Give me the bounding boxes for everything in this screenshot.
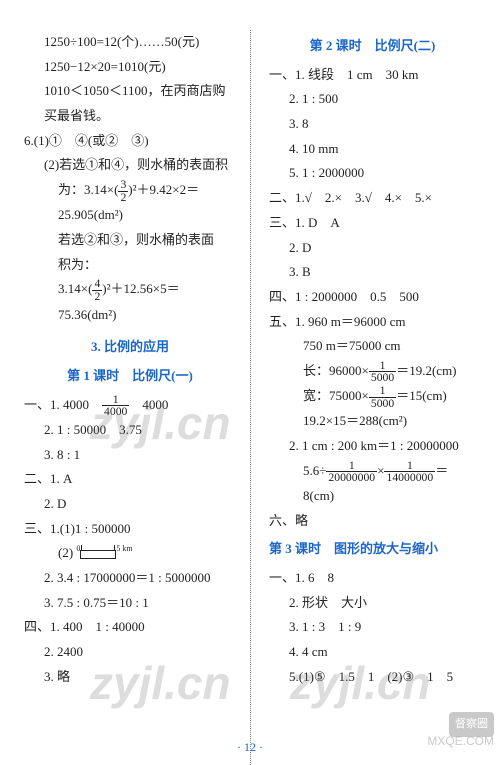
- text-line: 若选②和③，则水桶的表面: [18, 228, 242, 253]
- text: 3.14×: [58, 281, 88, 296]
- lesson-title: 第 2 课时 比例尺(二): [263, 34, 482, 59]
- text-line: 3. 1 : 3 1 : 9: [263, 615, 482, 640]
- scale-label-5km: 5 km: [116, 544, 132, 553]
- text-line: 3. 8 : 1: [18, 443, 242, 468]
- text-line: 2. 1 : 50000 3.75: [18, 418, 242, 443]
- denominator: 5000: [369, 372, 396, 384]
- section-title: 3. 比例的应用: [18, 335, 242, 360]
- text-line: 5.6÷120000000×114000000＝: [263, 459, 482, 484]
- text-line: 长：96000×15000＝19.2(cm): [263, 359, 482, 384]
- lesson-title: 第 3 课时 图形的放大与缩小: [263, 537, 482, 562]
- text-line: 2. 形状 大小: [263, 591, 482, 616]
- fraction: 15000: [369, 360, 396, 384]
- text: 5.6÷: [303, 463, 326, 478]
- text-line: 2. 2400: [18, 640, 242, 665]
- denominator: 2: [118, 192, 128, 204]
- text: 长：96000×: [303, 363, 369, 378]
- left-column: 1250÷100=12(个)……50(元) 1250−12×20=1010(元)…: [18, 30, 250, 765]
- text-line: 6.(1)① ④(或② ③): [18, 129, 242, 154]
- text-line: 25.905(dm²): [18, 203, 242, 228]
- text-line: 75.36(dm²): [18, 303, 242, 328]
- text-line: 3. 7.5 : 0.75＝10 : 1: [18, 591, 242, 616]
- fraction: 14000: [102, 394, 129, 418]
- numerator: 1: [369, 385, 396, 398]
- text-line: 二、1. A: [18, 467, 242, 492]
- text-line: 3. 8: [263, 112, 482, 137]
- text: ²＋12.56×5＝: [107, 281, 180, 296]
- text: ＝: [435, 463, 448, 478]
- text-line: (2) 05 km: [18, 541, 242, 566]
- text-line: 三、1.(1)1 : 500000: [18, 517, 242, 542]
- text-line: 为：3.14×(32)²＋9.42×2＝: [18, 178, 242, 203]
- right-column: 第 2 课时 比例尺(二) 一、1. 线段 1 cm 30 km 2. 1 : …: [250, 30, 482, 765]
- text: ＝19.2(cm): [396, 363, 456, 378]
- fraction: 120000000: [326, 460, 377, 484]
- text-line: 三、1. D A: [263, 211, 482, 236]
- text: 宽：75000×: [303, 388, 369, 403]
- denominator: 20000000: [326, 472, 377, 484]
- text: ＝15(cm): [396, 388, 447, 403]
- page: 1250÷100=12(个)……50(元) 1250−12×20=1010(元)…: [0, 0, 500, 765]
- text-line: 3. B: [263, 260, 482, 285]
- text-line: 二、1.√ 2.× 3.√ 4.× 5.×: [263, 186, 482, 211]
- text-line: 买最省钱。: [18, 104, 242, 129]
- text-line: 4. 4 cm: [263, 640, 482, 665]
- scale-segment: [80, 550, 116, 559]
- text-line: 3. 略: [18, 665, 242, 690]
- text: ×: [377, 463, 384, 478]
- fraction: 32: [118, 179, 128, 203]
- numerator: 3: [118, 179, 128, 192]
- denominator: 2: [92, 291, 102, 303]
- text-line: 一、1. 6 8: [263, 566, 482, 591]
- text-line: 一、1. 线段 1 cm 30 km: [263, 63, 482, 88]
- denominator: 5000: [369, 398, 396, 410]
- text-line: 2. D: [18, 492, 242, 517]
- text: (2): [58, 545, 73, 560]
- text-line: 六、略: [263, 509, 482, 534]
- text-line: 5. 1 : 2000000: [263, 161, 482, 186]
- text: ²＋9.42×2＝: [133, 182, 199, 197]
- text-line: 1250−12×20=1010(元): [18, 55, 242, 80]
- text-line: 五、1. 960 m＝96000 cm: [263, 310, 482, 335]
- text-line: 2. 1 : 500: [263, 87, 482, 112]
- text-line: 积为：: [18, 253, 242, 278]
- fraction: 15000: [369, 385, 396, 409]
- lesson-title: 第 1 课时 比例尺(一): [18, 364, 242, 389]
- page-number: · 12 ·: [0, 736, 500, 759]
- text-line: 1010＜1050＜1100，在丙商店购: [18, 79, 242, 104]
- text-line: 四、1 : 2000000 0.5 500: [263, 285, 482, 310]
- text-line: 2. D: [263, 236, 482, 261]
- denominator: 14000000: [384, 472, 435, 484]
- text: 为：3.14×: [58, 182, 114, 197]
- text-line: 四、1. 400 1 : 40000: [18, 615, 242, 640]
- text-line: 1250÷100=12(个)……50(元): [18, 30, 242, 55]
- fraction: 114000000: [384, 460, 435, 484]
- text-line: 750 m＝75000 cm: [263, 334, 482, 359]
- text-line: 8(cm): [263, 484, 482, 509]
- text-line: 5.(1)⑤ 1.5 1 (2)③ 1 5: [263, 665, 482, 690]
- text-line: 宽：75000×15000＝15(cm): [263, 384, 482, 409]
- text: 4000: [129, 397, 168, 412]
- text-line: (2)若选①和④，则水桶的表面积: [18, 153, 242, 178]
- fraction: 42: [92, 278, 102, 302]
- text-line: 一、1. 4000 14000 4000: [18, 393, 242, 418]
- text-line: 3.14×(42)²＋12.56×5＝: [18, 277, 242, 302]
- text-line: 19.2×15＝288(cm²): [263, 409, 482, 434]
- text-line: 4. 10 mm: [263, 137, 482, 162]
- denominator: 4000: [102, 406, 129, 418]
- text-line: 2. 1 cm : 200 km＝1 : 20000000: [263, 434, 482, 459]
- text-line: 2. 3.4 : 17000000＝1 : 5000000: [18, 566, 242, 591]
- text: 一、1. 4000: [24, 397, 102, 412]
